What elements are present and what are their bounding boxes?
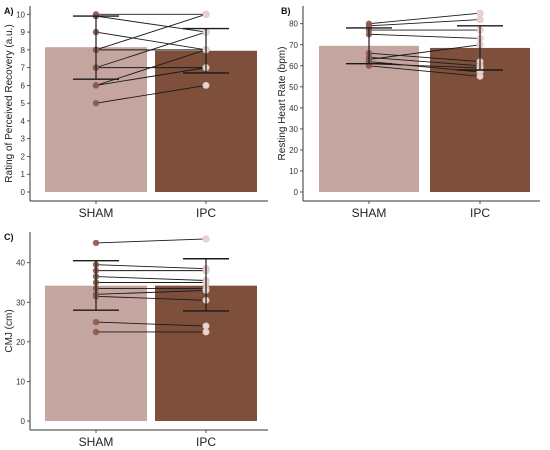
subject-point-ipc xyxy=(202,328,210,336)
y-tick-label: 80 xyxy=(289,20,298,29)
y-axis-title: Resting Heart Rate (bpm) xyxy=(277,47,288,161)
subject-line xyxy=(368,65,481,77)
y-tick-label: 10 xyxy=(289,167,298,176)
subject-line xyxy=(95,67,207,86)
subject-line xyxy=(95,238,207,244)
y-tick-label: 4 xyxy=(21,117,26,126)
y-tick-label: 6 xyxy=(21,81,26,90)
bar-sham xyxy=(319,45,419,192)
subject-point-sham xyxy=(92,318,100,326)
subject-point-ipc xyxy=(476,16,484,24)
subject-line xyxy=(95,13,207,51)
subject-line xyxy=(368,44,481,60)
y-axis-title: Rating of Perceived Recovery (a.u.) xyxy=(4,24,15,182)
subject-line xyxy=(95,276,207,281)
x-category-label: IPC xyxy=(196,206,216,220)
subject-line xyxy=(95,31,207,69)
y-tick-label: 2 xyxy=(21,152,26,161)
x-category-label: SHAM xyxy=(79,435,114,449)
subject-point-ipc xyxy=(202,10,210,18)
subject-point-sham xyxy=(92,82,100,89)
x-category-label: IPC xyxy=(196,435,216,449)
subject-point-sham xyxy=(92,328,100,336)
subject-line xyxy=(95,31,207,51)
subject-point-ipc xyxy=(476,9,484,17)
subject-line xyxy=(95,264,207,270)
y-tick-label: 40 xyxy=(16,259,25,268)
subject-point-ipc xyxy=(202,81,210,89)
y-tick-label: 8 xyxy=(21,46,26,55)
panel-label: C) xyxy=(4,232,14,242)
subject-point-sham xyxy=(92,99,100,107)
y-tick-label: 10 xyxy=(16,10,25,19)
y-tick-label: 0 xyxy=(21,188,26,197)
bar-ipc xyxy=(155,50,257,192)
subject-point-ipc xyxy=(202,322,210,330)
subject-line xyxy=(95,321,207,327)
panel-3: C) 0 10 20 30 40 CMJ (cm) SHAM IPC xyxy=(4,232,268,449)
x-category-label: IPC xyxy=(470,206,490,220)
y-tick-label: 3 xyxy=(21,135,26,144)
y-tick-label: 30 xyxy=(289,125,298,134)
subject-line xyxy=(95,84,207,104)
y-tick-label: 50 xyxy=(289,83,298,92)
y-tick-label: 0 xyxy=(21,417,26,426)
subject-line xyxy=(368,12,481,25)
y-tick-label: 60 xyxy=(289,62,298,71)
y-tick-label: 1 xyxy=(21,170,26,179)
subject-line xyxy=(368,52,481,63)
panel-2: B) 0 10 20 30 40 50 60 70 80 Resting Heart Rate (b… xyxy=(277,6,540,220)
subject-point-ipc xyxy=(202,235,210,243)
y-tick-label: 20 xyxy=(289,146,298,155)
subject-line xyxy=(368,63,481,69)
subject-line xyxy=(368,19,481,27)
y-tick-label: 30 xyxy=(16,298,25,307)
y-tick-label: 5 xyxy=(21,99,26,108)
subject-line xyxy=(95,15,207,33)
y-tick-label: 9 xyxy=(21,28,26,37)
subject-point-sham xyxy=(92,239,100,247)
subject-line xyxy=(368,33,481,39)
y-tick-label: 20 xyxy=(16,338,25,347)
x-category-label: SHAM xyxy=(79,206,114,220)
y-tick-label: 40 xyxy=(289,104,298,113)
y-tick-label: 0 xyxy=(294,188,299,197)
y-tick-label: 10 xyxy=(16,377,25,386)
subject-point-ipc xyxy=(476,72,484,80)
subject-line xyxy=(95,289,207,295)
y-tick-label: 70 xyxy=(289,41,298,50)
subject-line xyxy=(368,56,481,67)
y-axis-title: CMJ (cm) xyxy=(4,309,15,352)
subject-line xyxy=(95,295,207,301)
panel-label: B) xyxy=(281,6,291,16)
x-category-label: SHAM xyxy=(352,206,387,220)
y-tick-label: 7 xyxy=(21,64,26,73)
panel-label: A) xyxy=(4,6,14,16)
